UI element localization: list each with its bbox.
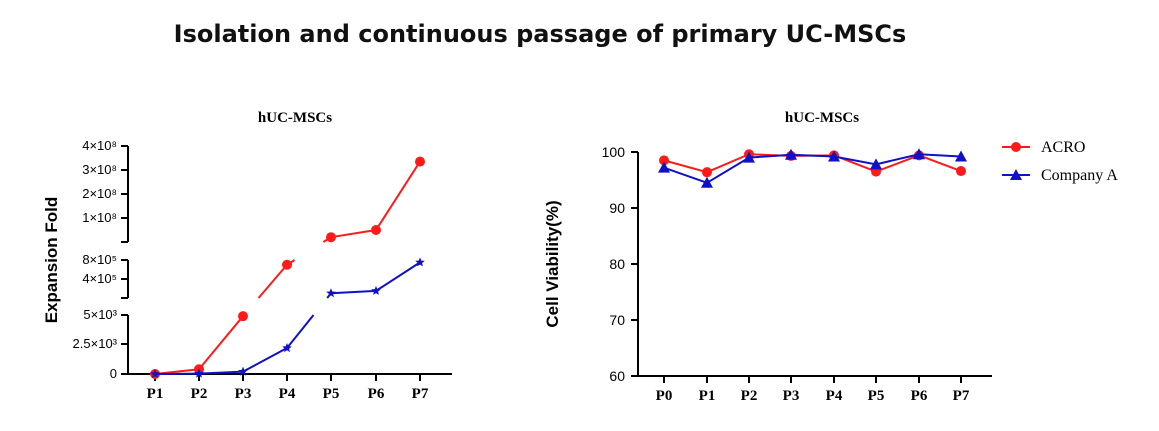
legend: ACRO Company A — [1002, 139, 1118, 184]
viability-ytick-label: 80 — [609, 256, 625, 272]
company-a-expansion-point — [282, 343, 292, 353]
company-a-expansion-line-segment — [286, 314, 315, 349]
acro-expansion-point — [326, 232, 336, 243]
company-a-viability-point — [743, 151, 755, 163]
company-a-viability-point — [870, 158, 882, 170]
company-a-expansion-point — [238, 366, 248, 376]
viability-xtick-label: P7 — [953, 388, 970, 404]
expansion-xtick-label: P4 — [279, 386, 296, 402]
legend-acro-marker — [1011, 142, 1021, 152]
expansion-ytick-label: 4×10⁵ — [82, 271, 117, 286]
expansion-y-axis-label: Expansion Fold — [42, 197, 61, 324]
company-a-viability-point — [955, 150, 967, 162]
company-a-expansion-point — [150, 369, 160, 378]
legend-company-a-marker — [1010, 169, 1022, 180]
company-a-viability-point — [913, 148, 925, 160]
company-a-expansion-point — [326, 288, 336, 298]
acro-expansion-point — [371, 225, 381, 235]
expansion-ytick-label: 2.5×10³ — [73, 336, 118, 351]
page-title: Isolation and continuous passage of prim… — [173, 20, 907, 48]
viability-y-axis-label: Cell Viability(%) — [543, 200, 562, 327]
expansion-ytick-label: 5×10³ — [83, 307, 117, 322]
viability-xtick-label: P4 — [826, 388, 843, 404]
expansion-chart-title: hUC-MSCs — [258, 110, 332, 126]
acro-expansion-line-segment — [330, 229, 377, 239]
viability-xtick-label: P0 — [656, 388, 673, 404]
viability-ytick-label: 60 — [609, 368, 625, 384]
expansion-xtick-label: P5 — [323, 386, 340, 402]
company-a-expansion-line-segment — [198, 370, 244, 375]
viability-ytick-label: 100 — [602, 144, 626, 160]
expansion-ytick-label: 1×10⁸ — [82, 210, 117, 225]
company-a-viability-point — [701, 176, 713, 188]
expansion-chart: hUC-MSCs Expansion Fold — [42, 110, 452, 402]
legend-acro-label: ACRO — [1041, 139, 1085, 156]
acro-expansion-point — [282, 259, 292, 270]
company-a-viability-line — [663, 153, 962, 184]
viability-ytick-label: 70 — [609, 312, 625, 328]
viability-xtick-label: P3 — [783, 388, 800, 404]
company-a-expansion-point — [194, 368, 204, 378]
acro-expansion-line-segment — [257, 264, 288, 299]
expansion-ytick-label: 3×10⁸ — [82, 162, 117, 177]
expansion-ytick-label: 0 — [110, 366, 117, 381]
company-a-viability-point — [658, 161, 670, 173]
viability-xtick-label: P2 — [741, 388, 758, 404]
company-a-expansion-line-segment — [242, 347, 288, 373]
acro-viability-point — [956, 166, 966, 177]
viability-xtick-label: P5 — [868, 388, 885, 404]
legend-company-a-label: Company A — [1041, 167, 1118, 184]
viability-xtick-label: P6 — [911, 388, 928, 404]
acro-expansion-line-segment — [375, 161, 421, 231]
company-a-expansion-point — [415, 257, 425, 267]
acro-expansion-line-segment — [198, 315, 244, 370]
expansion-xtick-label: P6 — [368, 386, 385, 402]
viability-chart: hUC-MSCs Cell Viability(%) 60 70 80 90 100 P… — [543, 110, 1118, 404]
acro-viability-point — [659, 155, 669, 166]
expansion-ytick-label: 2×10⁸ — [82, 186, 117, 201]
expansion-xtick-label: P1 — [147, 386, 164, 402]
expansion-xtick-label: P3 — [235, 386, 252, 402]
expansion-xtick-label: P7 — [412, 386, 429, 402]
company-a-expansion-line-segment — [375, 261, 421, 292]
expansion-xtick-label: P2 — [191, 386, 208, 402]
viability-ytick-label: 90 — [609, 200, 625, 216]
expansion-ytick-label: 4×10⁸ — [82, 138, 117, 153]
company-a-expansion-point — [371, 285, 381, 295]
viability-series — [658, 148, 967, 188]
viability-chart-title: hUC-MSCs — [785, 110, 859, 126]
company-a-viability-point — [828, 150, 840, 162]
acro-viability-point — [702, 167, 712, 178]
company-a-viability-point — [785, 148, 797, 160]
viability-xtick-label: P1 — [699, 388, 716, 404]
acro-expansion-point — [238, 311, 248, 322]
acro-expansion-point — [415, 156, 425, 167]
viability-axes — [637, 152, 992, 377]
expansion-ytick-label: 8×10⁵ — [82, 252, 117, 267]
company-a-expansion-line-segment — [330, 289, 377, 295]
expansion-series — [150, 156, 425, 379]
